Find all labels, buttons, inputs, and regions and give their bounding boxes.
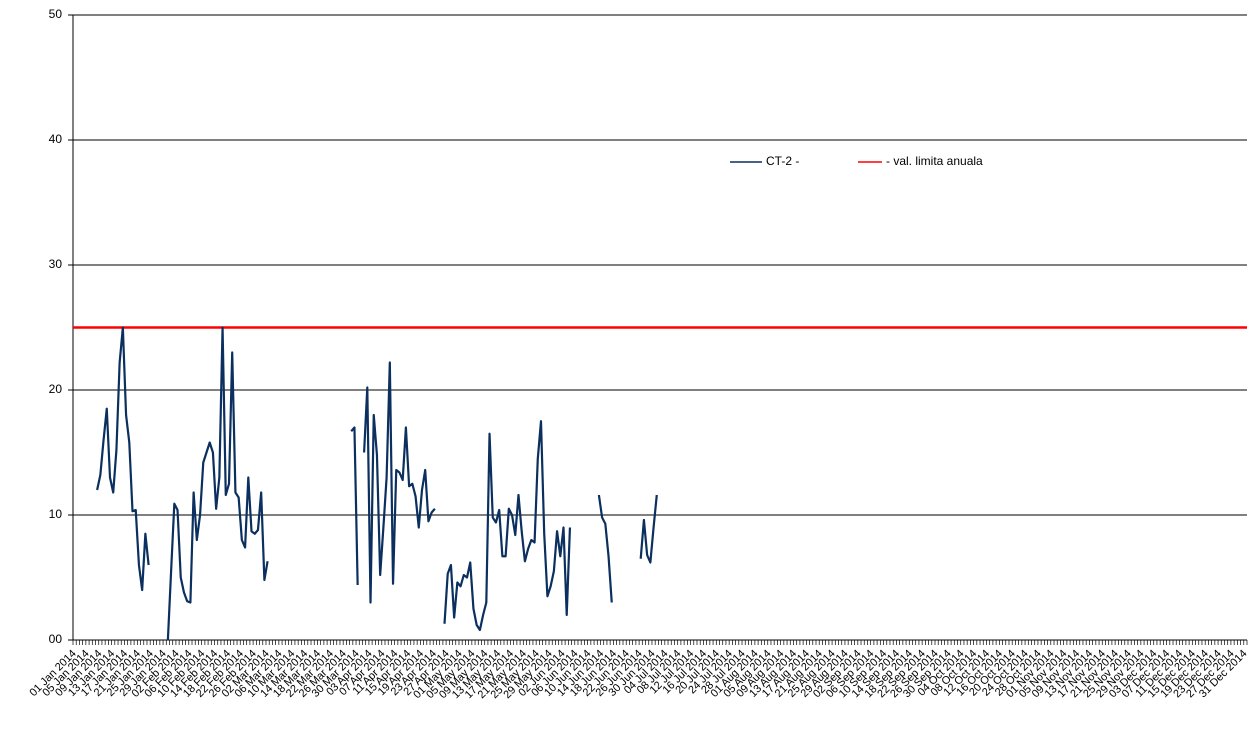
y-tick-label: 30 [49, 257, 63, 271]
y-tick-label: 50 [49, 7, 63, 21]
y-tick-label: 00 [49, 632, 63, 646]
y-tick-label: 20 [49, 382, 63, 396]
y-tick-label: 40 [49, 132, 63, 146]
legend-label: - val. limita anuala [886, 154, 983, 168]
data-line [96, 326, 658, 641]
legend-label: CT-2 - [766, 154, 799, 168]
y-tick-label: 10 [49, 507, 63, 521]
